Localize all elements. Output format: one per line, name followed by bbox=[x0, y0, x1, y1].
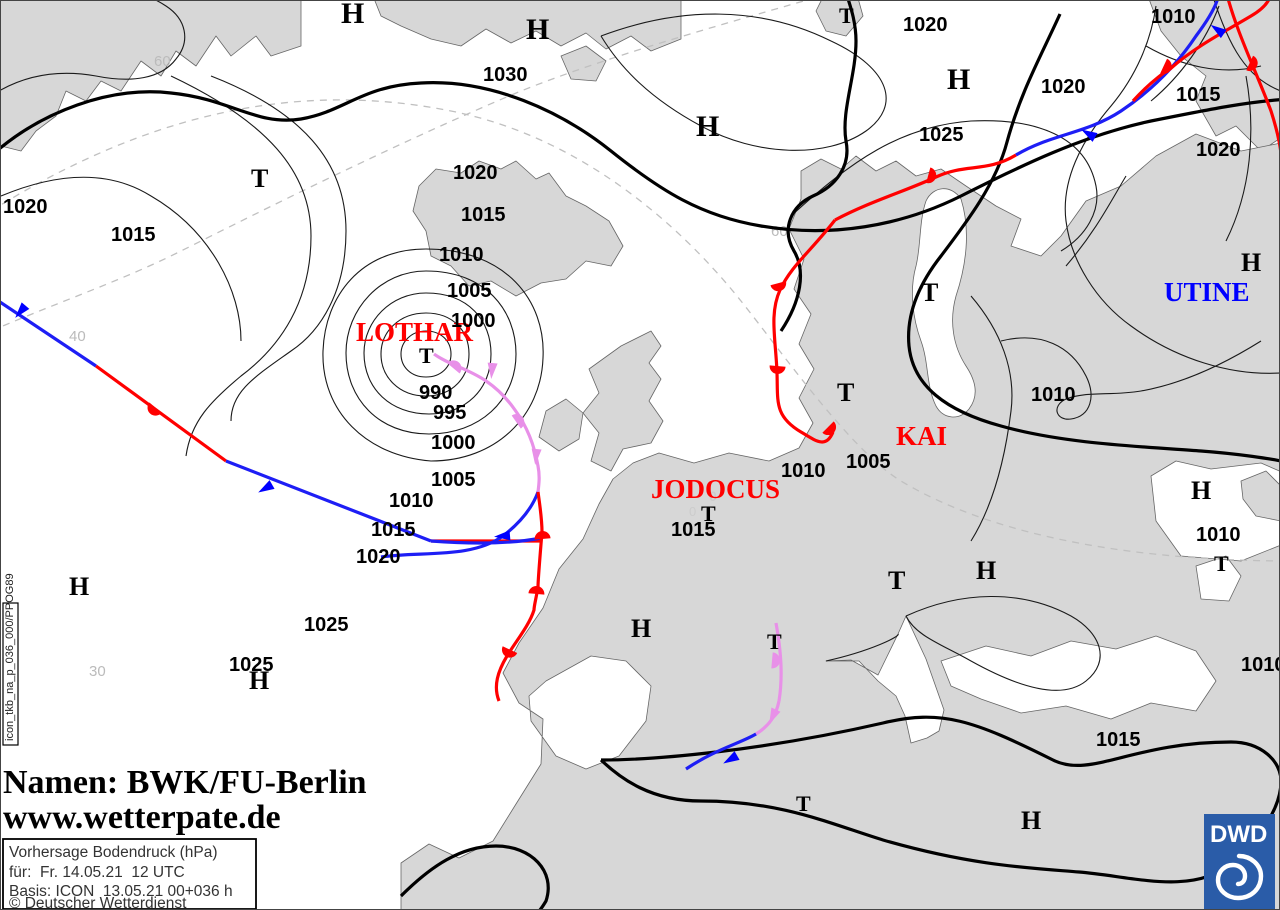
svg-text:T: T bbox=[1214, 551, 1229, 576]
svg-text:990: 990 bbox=[419, 382, 452, 404]
svg-text:T: T bbox=[921, 278, 938, 307]
svg-text:1015: 1015 bbox=[1096, 729, 1141, 751]
svg-text:H: H bbox=[1021, 806, 1041, 835]
svg-text:1010: 1010 bbox=[439, 244, 484, 266]
svg-text:1025: 1025 bbox=[919, 124, 964, 146]
svg-text:1005: 1005 bbox=[846, 451, 891, 473]
svg-text:H: H bbox=[341, 1, 364, 30]
svg-text:0: 0 bbox=[689, 504, 696, 519]
svg-text:UTINE: UTINE bbox=[1164, 277, 1250, 307]
svg-text:1015: 1015 bbox=[111, 224, 156, 246]
svg-text:T: T bbox=[888, 566, 905, 595]
svg-text:H: H bbox=[631, 614, 651, 643]
svg-text:icon_tkb_na_p_036_000/PPOG89: icon_tkb_na_p_036_000/PPOG89 bbox=[4, 573, 16, 741]
svg-text:1020: 1020 bbox=[1196, 139, 1241, 161]
svg-text:T: T bbox=[796, 791, 811, 816]
svg-text:1020: 1020 bbox=[1041, 76, 1086, 98]
svg-text:T: T bbox=[839, 3, 854, 28]
svg-text:1010: 1010 bbox=[1241, 654, 1280, 676]
svg-text:1010: 1010 bbox=[389, 490, 434, 512]
svg-text:995: 995 bbox=[433, 402, 466, 424]
svg-text:H: H bbox=[947, 63, 970, 96]
svg-text:H: H bbox=[526, 13, 549, 46]
svg-text:T: T bbox=[837, 378, 854, 407]
svg-text:1010: 1010 bbox=[1031, 384, 1076, 406]
svg-text:© Deutscher Wetterdienst: © Deutscher Wetterdienst bbox=[9, 895, 187, 910]
svg-text:1005: 1005 bbox=[431, 469, 476, 491]
svg-text:1020: 1020 bbox=[903, 14, 948, 36]
svg-text:1015: 1015 bbox=[1176, 84, 1221, 106]
svg-text:H: H bbox=[1241, 248, 1261, 277]
svg-text:1025: 1025 bbox=[229, 654, 274, 676]
svg-text:Vorhersage Bodendruck (hPa): Vorhersage Bodendruck (hPa) bbox=[9, 844, 218, 861]
svg-text:T: T bbox=[251, 164, 268, 193]
svg-text:1020: 1020 bbox=[3, 196, 48, 218]
svg-text:1010: 1010 bbox=[1151, 6, 1196, 28]
svg-text:1010: 1010 bbox=[1196, 524, 1241, 546]
svg-text:1000: 1000 bbox=[431, 432, 476, 454]
svg-text:1030: 1030 bbox=[483, 64, 528, 86]
svg-text:1010: 1010 bbox=[781, 460, 826, 482]
svg-text:1015: 1015 bbox=[461, 204, 506, 226]
svg-text:H: H bbox=[976, 556, 996, 585]
svg-text:Namen: BWK/FU-Berlin: Namen: BWK/FU-Berlin bbox=[3, 764, 367, 801]
svg-text:KAI: KAI bbox=[896, 421, 947, 451]
svg-text:40: 40 bbox=[69, 328, 86, 345]
svg-text:T: T bbox=[767, 629, 782, 654]
svg-text:1020: 1020 bbox=[356, 546, 401, 568]
svg-text:1005: 1005 bbox=[447, 280, 492, 302]
svg-text:60: 60 bbox=[771, 223, 788, 240]
svg-text:1015: 1015 bbox=[371, 519, 416, 541]
svg-text:H: H bbox=[69, 572, 89, 601]
svg-text:1025: 1025 bbox=[304, 614, 349, 636]
svg-text:www.wetterpate.de: www.wetterpate.de bbox=[3, 799, 281, 836]
svg-text:JODOCUS: JODOCUS bbox=[651, 474, 780, 504]
svg-text:für: Fr. 14.05.21 12 UTC: für: Fr. 14.05.21 12 UTC bbox=[9, 864, 185, 881]
svg-text:30: 30 bbox=[89, 663, 106, 680]
svg-text:H: H bbox=[696, 110, 719, 143]
svg-text:1000: 1000 bbox=[451, 310, 496, 332]
svg-text:H: H bbox=[1191, 476, 1211, 505]
svg-text:1020: 1020 bbox=[453, 162, 498, 184]
svg-text:1015: 1015 bbox=[671, 519, 716, 541]
svg-text:DWD: DWD bbox=[1210, 821, 1267, 848]
